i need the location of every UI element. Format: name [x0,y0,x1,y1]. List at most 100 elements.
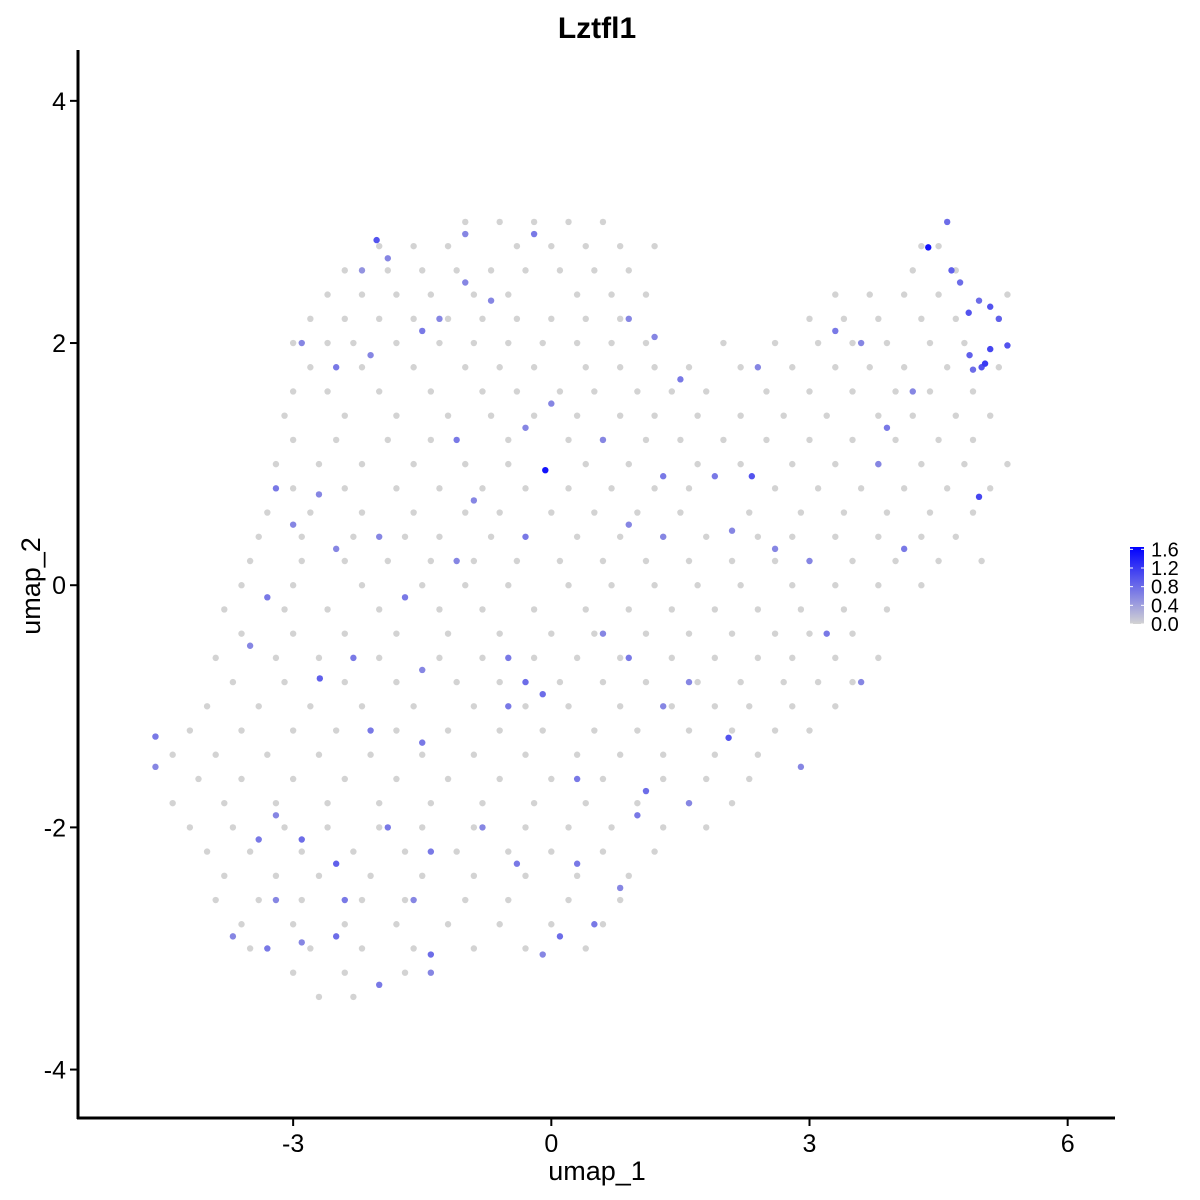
cell-point [427,557,435,565]
cell-point [212,751,219,758]
cell-point [806,315,813,323]
cell-point [969,388,977,395]
cell-point [737,460,744,468]
cell-point [513,388,521,395]
cell-point [419,872,426,880]
cell-point [419,824,426,831]
cell-point [582,364,589,371]
expressing-cell-point [956,279,964,286]
cell-point [358,460,366,468]
cell-point [711,751,719,758]
cell-point [565,582,572,589]
cell-point [573,654,581,662]
cell-point [436,606,443,613]
expressing-cell-point [401,594,409,601]
cell-point [746,775,753,783]
cell-point [668,388,676,395]
cell-point [462,896,469,904]
cell-point [470,824,478,831]
expressing-cell-point [341,896,348,904]
cell-point [961,339,968,347]
cell-point [298,533,305,540]
cell-point [651,242,658,250]
cell-point [255,533,262,540]
cell-point [616,654,624,662]
cell-point [746,509,753,516]
cell-point [341,969,348,976]
cell-point [814,485,822,492]
cell-point [832,582,839,589]
cell-point [530,412,538,419]
expressing-cell-point [152,733,159,740]
cell-point [608,485,615,492]
cell-point [384,436,392,444]
y-tick-label: -4 [44,1057,66,1085]
cell-point [849,678,856,686]
cell-point [952,412,959,419]
cell-point [479,606,486,613]
cell-point [462,218,469,226]
cell-point [806,436,813,444]
cell-point [393,291,400,298]
cell-point [987,485,994,492]
cell-point [470,703,478,710]
cell-point [470,339,478,347]
cell-point [462,364,469,371]
cell-point [427,799,435,807]
cell-point [780,412,787,419]
cell-point [926,339,934,347]
cell-point [892,388,899,395]
cell-point [393,775,400,783]
expressing-cell-point [634,812,641,819]
cell-point [315,872,323,880]
cell-point [883,339,891,347]
cell-point [496,364,503,371]
cell-point [573,533,581,540]
cell-point [264,751,271,758]
cell-point [470,945,478,952]
cell-point [444,315,452,323]
cell-point [367,751,374,758]
cell-point [419,267,426,274]
cell-point [530,364,538,371]
cell-point [221,872,228,880]
cell-point [685,557,693,565]
cell-point [453,678,460,686]
cell-point [728,630,736,637]
expressing-cell-point [316,675,324,682]
cell-point [522,267,529,274]
expressing-cell-point [625,654,632,662]
cell-point [281,412,288,419]
cell-point [238,921,245,928]
expressing-cell-point [995,315,1003,323]
cell-point [728,557,736,565]
cell-point [1004,460,1011,468]
cell-point [582,242,589,250]
cell-point [573,291,581,298]
cell-point [582,460,589,468]
cell-point [591,509,598,516]
cell-point [393,630,400,637]
cell-point [573,339,581,347]
cell-point [393,727,400,734]
cell-point [341,412,348,419]
cell-point [289,582,297,589]
cell-point [513,315,521,323]
cell-point [376,799,383,807]
cell-point [771,557,779,565]
expressing-cell-point [625,315,632,323]
cell-point [892,436,899,444]
y-ticks: -4 -2 0 2 4 [44,88,78,1085]
cell-point [565,218,572,226]
cell-point [754,654,762,662]
cell-point [823,412,830,419]
cell-point [969,509,977,516]
cell-point [659,775,667,783]
expressing-cell-point [823,630,830,637]
cell-point [883,509,891,516]
cell-point [324,291,331,298]
cell-point [470,751,478,758]
cell-point [918,533,925,540]
legend-tick-label: 0.8 [1151,577,1179,599]
cell-point [952,315,959,323]
